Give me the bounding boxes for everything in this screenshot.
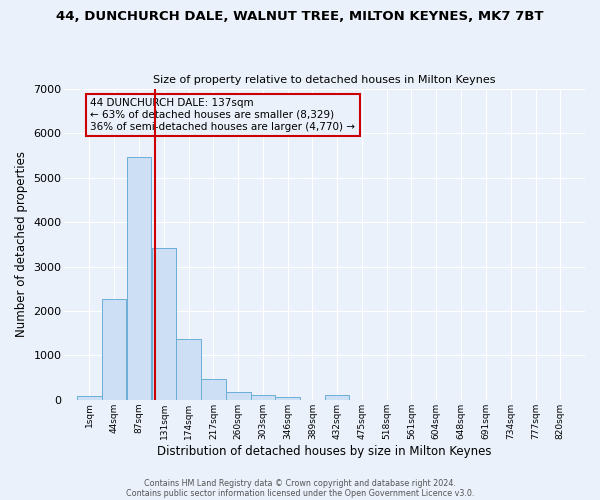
- Bar: [127, 157, 151, 400]
- Bar: [201, 380, 226, 400]
- X-axis label: Distribution of detached houses by size in Milton Keynes: Distribution of detached houses by size …: [157, 444, 492, 458]
- Bar: [275, 398, 300, 400]
- Bar: [152, 248, 176, 400]
- Text: 44 DUNCHURCH DALE: 137sqm
← 63% of detached houses are smaller (8,329)
36% of se: 44 DUNCHURCH DALE: 137sqm ← 63% of detac…: [91, 98, 355, 132]
- Text: Contains public sector information licensed under the Open Government Licence v3: Contains public sector information licen…: [126, 488, 474, 498]
- Title: Size of property relative to detached houses in Milton Keynes: Size of property relative to detached ho…: [154, 76, 496, 86]
- Bar: [226, 392, 251, 400]
- Text: 44, DUNCHURCH DALE, WALNUT TREE, MILTON KEYNES, MK7 7BT: 44, DUNCHURCH DALE, WALNUT TREE, MILTON …: [56, 10, 544, 23]
- Bar: [77, 396, 101, 400]
- Y-axis label: Number of detached properties: Number of detached properties: [15, 152, 28, 338]
- Bar: [251, 396, 275, 400]
- Text: Contains HM Land Registry data © Crown copyright and database right 2024.: Contains HM Land Registry data © Crown c…: [144, 478, 456, 488]
- Bar: [101, 299, 126, 400]
- Bar: [176, 340, 201, 400]
- Bar: [325, 396, 349, 400]
